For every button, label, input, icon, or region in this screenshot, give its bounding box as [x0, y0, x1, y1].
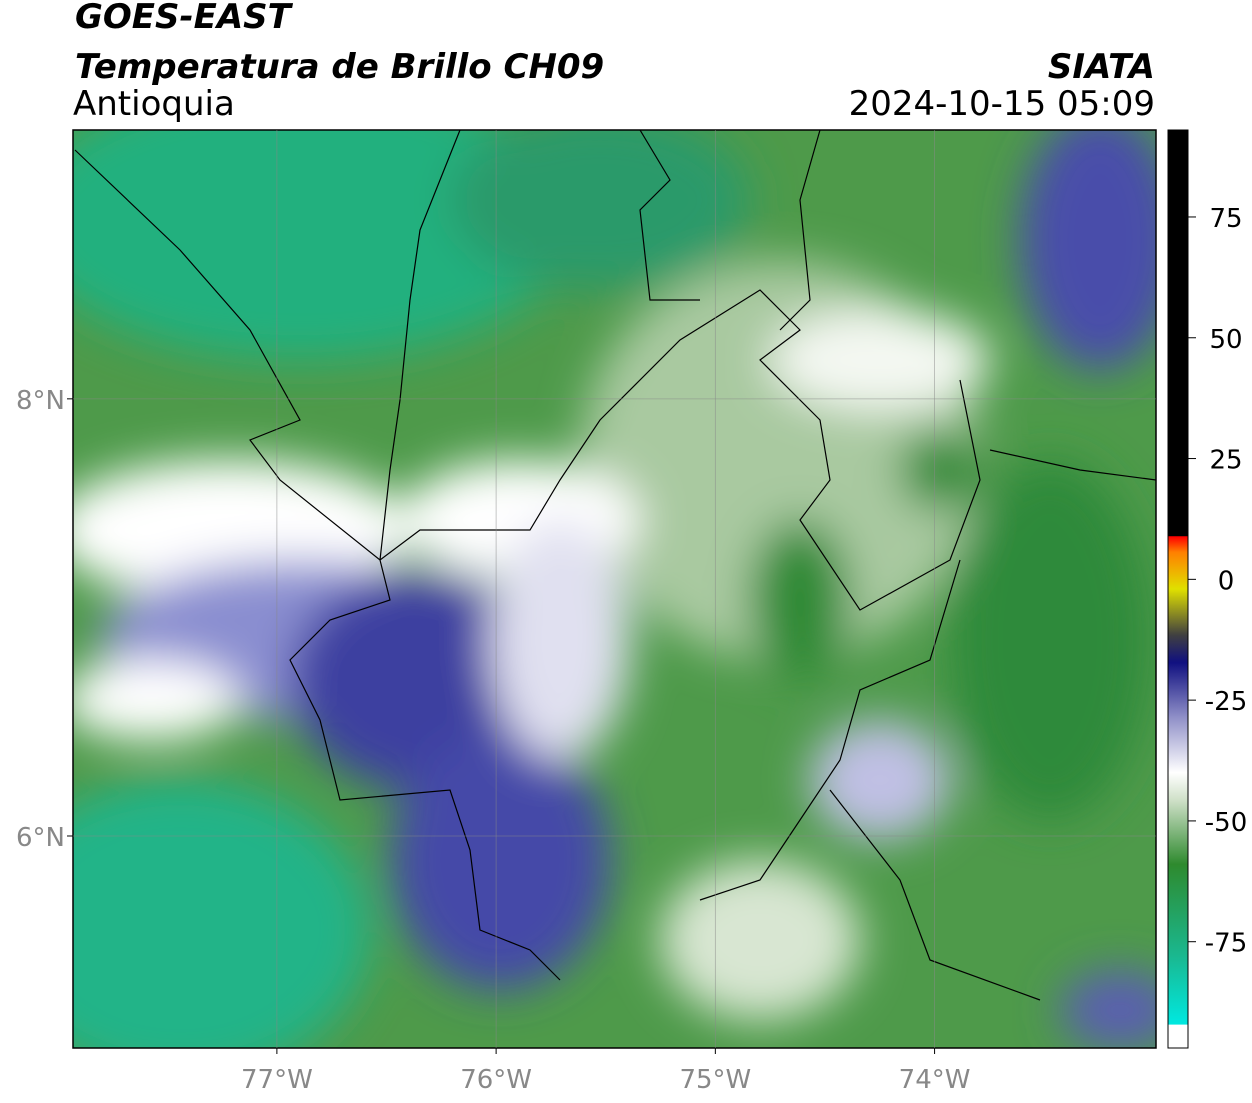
x-tick-label: 76°W	[460, 1065, 532, 1095]
y-tick-label: 8°N	[16, 386, 65, 416]
colorbar-tick-label: 25	[1209, 446, 1242, 476]
colorbar-tick-label: 50	[1209, 325, 1242, 355]
source: SIATA	[1048, 47, 1155, 87]
colorbar	[1167, 129, 1189, 1049]
x-tick-label: 74°W	[899, 1065, 971, 1095]
map-frame	[72, 129, 1157, 1049]
colorbar-tick-label: -25	[1205, 687, 1247, 717]
subtitle: Temperatura de Brillo CH09	[75, 47, 604, 87]
colorbar-tick-label: 0	[1218, 566, 1235, 596]
region: Antioquia	[73, 84, 235, 124]
satellite-image	[73, 130, 1156, 1048]
title: GOES-EAST	[75, 0, 294, 37]
x-tick-label: 75°W	[679, 1065, 751, 1095]
colorbar-tick-label: -75	[1205, 929, 1247, 959]
x-tick-label: 77°W	[241, 1065, 313, 1095]
y-tick-label: 6°N	[16, 823, 65, 853]
colorbar-tick-label: 75	[1209, 204, 1242, 234]
colorbar-tick-label: -50	[1205, 808, 1247, 838]
datetime: 2024-10-15 05:09	[849, 84, 1155, 124]
